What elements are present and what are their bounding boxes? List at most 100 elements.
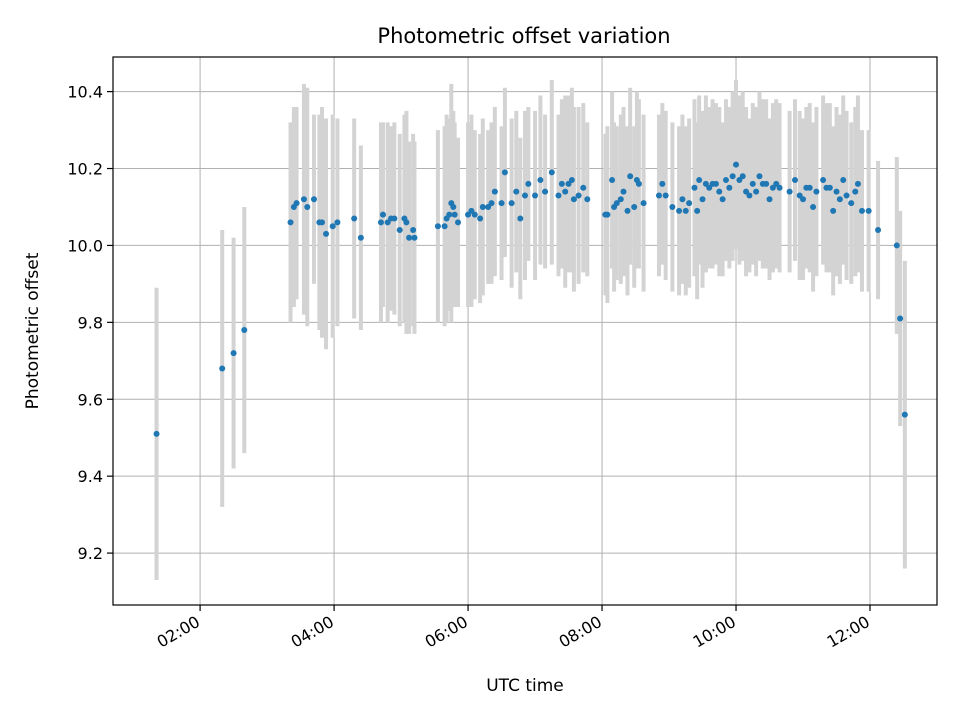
data-point-134 <box>893 242 900 249</box>
data-point-54 <box>548 169 555 176</box>
data-point-22 <box>396 227 403 234</box>
data-point-117 <box>806 184 813 191</box>
data-point-38 <box>471 211 478 218</box>
data-point-133 <box>875 227 882 234</box>
data-point-47 <box>513 188 520 195</box>
data-point-60 <box>570 196 577 203</box>
data-point-16 <box>357 234 364 241</box>
y-tick-label-1: 9.4 <box>78 467 103 486</box>
data-point-33 <box>450 203 457 210</box>
data-point-3 <box>241 327 248 334</box>
data-point-63 <box>584 196 591 203</box>
data-point-18 <box>379 211 386 218</box>
data-point-135 <box>897 315 904 322</box>
data-point-75 <box>635 180 642 187</box>
y-tick-label-5: 10.2 <box>67 160 103 179</box>
data-point-0 <box>153 430 160 437</box>
y-tick-label-0: 9.2 <box>78 544 103 563</box>
data-point-39 <box>477 215 484 222</box>
data-point-56 <box>558 180 565 187</box>
data-point-127 <box>843 192 850 199</box>
data-point-68 <box>613 200 620 207</box>
data-point-95 <box>722 177 729 184</box>
data-point-48 <box>517 215 524 222</box>
data-point-55 <box>555 192 562 199</box>
data-point-123 <box>830 207 837 214</box>
chart-title: Photometric offset variation <box>377 24 670 48</box>
y-axis-label: Photometric offset <box>23 252 43 409</box>
data-point-45 <box>501 169 508 176</box>
data-points <box>153 161 908 437</box>
data-point-103 <box>749 180 756 187</box>
data-point-100 <box>739 173 746 180</box>
data-point-57 <box>562 188 569 195</box>
data-point-12 <box>323 230 330 237</box>
data-point-28 <box>434 223 441 230</box>
data-point-62 <box>580 184 587 191</box>
data-point-8 <box>304 203 311 210</box>
plot-frame <box>112 56 938 606</box>
data-point-51 <box>532 192 539 199</box>
data-point-9 <box>310 196 317 203</box>
data-point-77 <box>655 192 662 199</box>
data-point-84 <box>686 200 693 207</box>
data-point-125 <box>836 196 843 203</box>
y-axis: 9.2 9.4 9.6 9.8 10.0 10.2 10.4 <box>67 83 113 563</box>
data-point-72 <box>627 173 634 180</box>
data-point-4 <box>287 219 294 226</box>
data-point-136 <box>901 411 908 418</box>
data-point-73 <box>631 203 638 210</box>
data-point-53 <box>542 188 549 195</box>
data-point-35 <box>455 219 462 226</box>
data-point-96 <box>726 184 733 191</box>
data-point-29 <box>441 223 448 230</box>
data-point-26 <box>410 227 417 234</box>
data-point-113 <box>791 177 798 184</box>
data-point-87 <box>696 177 703 184</box>
data-point-105 <box>756 173 763 180</box>
data-point-66 <box>609 177 616 184</box>
data-point-46 <box>508 200 515 207</box>
data-point-88 <box>699 196 706 203</box>
data-point-69 <box>617 196 624 203</box>
data-point-2 <box>230 350 237 357</box>
data-point-31 <box>446 211 453 218</box>
data-point-78 <box>659 180 666 187</box>
data-point-131 <box>858 207 865 214</box>
data-point-81 <box>676 207 683 214</box>
data-point-13 <box>329 223 336 230</box>
data-point-85 <box>691 184 698 191</box>
data-point-92 <box>712 180 719 187</box>
y-tick-label-4: 10.0 <box>67 236 103 255</box>
data-point-98 <box>733 161 740 168</box>
data-point-124 <box>833 188 840 195</box>
data-point-6 <box>293 200 300 207</box>
data-point-34 <box>451 211 458 218</box>
y-tick-label-2: 9.6 <box>78 390 103 409</box>
data-point-15 <box>351 215 358 222</box>
data-point-70 <box>620 188 627 195</box>
data-point-104 <box>753 188 760 195</box>
data-point-82 <box>679 196 686 203</box>
data-point-102 <box>746 192 753 199</box>
data-point-130 <box>854 180 861 187</box>
data-point-126 <box>840 177 847 184</box>
data-point-7 <box>300 196 307 203</box>
data-point-76 <box>640 200 647 207</box>
data-point-132 <box>865 207 872 214</box>
data-point-80 <box>669 203 676 210</box>
data-point-129 <box>852 188 859 195</box>
data-point-52 <box>537 177 544 184</box>
data-point-107 <box>763 180 770 187</box>
data-point-43 <box>491 188 498 195</box>
y-tick-label-3: 9.8 <box>78 313 103 332</box>
data-point-93 <box>716 188 723 195</box>
data-point-40 <box>479 203 486 210</box>
data-point-97 <box>729 173 736 180</box>
data-point-65 <box>604 211 611 218</box>
data-point-61 <box>575 192 582 199</box>
data-point-115 <box>800 196 807 203</box>
data-point-25 <box>406 234 413 241</box>
data-point-108 <box>766 196 773 203</box>
